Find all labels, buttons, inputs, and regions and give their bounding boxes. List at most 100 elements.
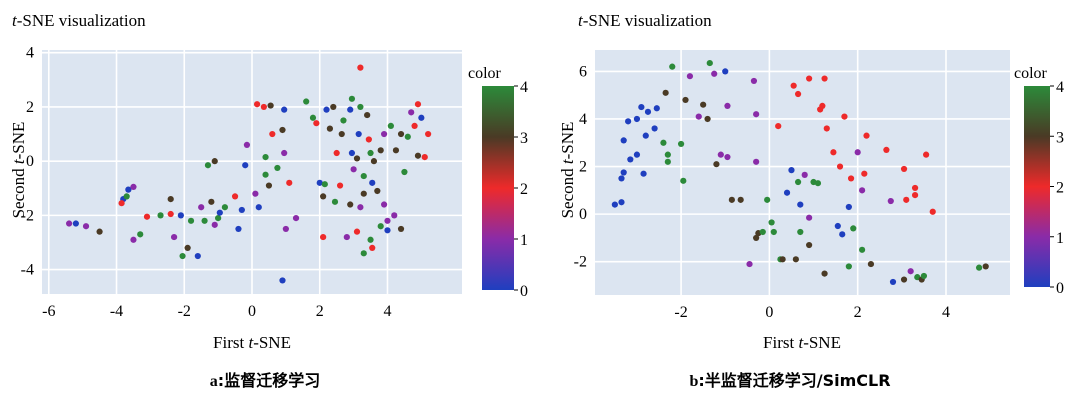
panel-a-scatter-point [243,141,251,148]
panel-a-scatter-point [367,236,374,243]
panel-b-scatter-point [620,169,627,176]
panel-a-title: t-SNE visualization [12,11,146,30]
panel-b-xlabel: First t-SNE [763,333,841,352]
panel-a-scatter-point [377,147,384,154]
panel-b-grid [595,50,1010,295]
panel-b-scatter-point [704,115,711,123]
panel-b-scatter-point [664,158,671,165]
panel-b-scatter-point [850,225,857,232]
panel-b-scatter-point [806,241,813,249]
panel-b-scatter-point [706,59,713,67]
panel-b-scatter-point [923,151,930,158]
panel-b-scatter-point [797,201,804,208]
panel-a-scatter-point [340,117,347,124]
panel-a-scatter-point [208,198,215,205]
panel-a-scatter-point [269,130,276,138]
panel-b-scatter-point [713,161,720,168]
panel-b-scatter-point [620,137,627,144]
panel-b-ticks: -2 0 2 4 -2 0 2 4 6 [574,63,950,321]
panel-b-scatter-point [664,151,671,158]
panel-a-scatter-point [123,193,130,200]
panel-a-scatter-point [391,212,398,219]
panel-b-scatter-point [801,171,808,178]
panel-b-scatter-point [737,196,744,203]
panel-b-scatter-point [783,189,791,196]
panel-a-ytick-label: -2 [21,207,34,224]
panel-a-scatter-point [364,111,371,119]
panel-b-scatter-point [814,180,822,187]
panel-b-colorbar-tick-label: 2 [1056,180,1064,197]
panel-b-scatter-point [662,89,669,96]
panel-b-scatter-point [911,191,919,199]
panel-b-scatter-point [711,70,718,77]
panel-b-scatter-point [975,264,983,271]
panel-b-ytick-label: 4 [579,111,587,128]
panel-a-caption-text: :监督迁移学习 [218,371,320,390]
panel-b-scatter-point [900,165,908,173]
panel-a-scatter-point [425,130,432,138]
panel-b-ytick-label: 0 [579,206,587,223]
panel-b-scatter-point [722,68,729,75]
panel-b-scatter-point [790,82,797,89]
panel-b-scatter-point [839,231,846,238]
panel-a-scatter-point [96,228,103,235]
panel-b-scatter-point [695,113,702,120]
panel-a-scatter-point [82,223,90,230]
panel-b-scatter-point [883,146,890,154]
panel-a-scatter-point [65,220,73,227]
panel-b-scatter-point [806,75,813,82]
panel-a-scatter-point [320,233,327,241]
panel-a-colorbar-tick-label: 3 [520,130,528,147]
panel-a-scatter-point [267,102,274,109]
panel-b-caption-letter: b [689,373,698,390]
panel-a-scatter-point [357,64,364,71]
panel-a-xtick-label: -6 [42,303,55,320]
panel-a-colorbar [482,86,514,290]
panel-a-scatter-point [231,193,239,200]
panel-a-scatter-point [281,106,288,113]
panel-b-scatter-point [724,153,731,161]
panel-a-xlabel-post: -SNE [253,333,291,352]
panel-a-scatter-point [184,244,191,252]
panel-b-colorbar-tick-label: 4 [1056,79,1064,96]
panel-a-scatter-point [286,179,293,186]
panel-b-xlabel-italic: t [798,333,804,352]
panel-a-ytick-label: 4 [26,45,34,62]
panel-a-xlabel: First t-SNE [213,333,291,352]
panel-a-xtick-label: 2 [316,303,324,320]
panel-a-ylabel-italic: t [9,158,28,164]
panel-a-scatter-point [279,126,286,134]
panel-a-ytick-label: -4 [21,262,34,279]
panel-b-scatter-point [920,272,928,280]
panel-a-scatter-point [323,106,330,113]
panel-a-xlabel-pre: First [213,333,248,352]
panel-b-scatter-point [830,149,837,156]
panel-b-scatter-point [660,139,667,146]
panel-a-scatter-point [303,98,310,105]
panel-a-scatter-point [252,190,259,197]
panel-b-scatter-point [625,118,632,125]
panel-b-scatter-point [907,268,914,275]
panel-a-scatter-point [397,130,405,138]
panel-b-caption: b:半监督迁移学习/SimCLR [689,371,890,390]
panel-b-scatter-point [700,101,707,108]
panel-b-scatter-point [836,163,844,170]
panel-a-xtick-label: 0 [248,303,256,320]
panel-b-scatter-point [764,196,771,203]
panel-a-colorbar-label: color [468,65,502,82]
panel-b-xtick-label: 4 [942,304,950,321]
panel-b-title-italic: t [578,11,584,30]
panel-a-scatter-point [215,214,222,222]
panel-a-scatter-point [281,149,288,157]
panel-a-scatter-point [125,186,132,193]
panel-b-colorbar-tick-label: 1 [1056,230,1064,247]
panel-b-scatter-point [794,178,802,186]
panel-b-scatter-point [845,203,852,211]
panel-a-scatter-point [292,214,300,222]
panel-a-ticks: -6 -4 -2 0 2 4 -4 -2 0 2 4 [21,45,392,320]
panel-a-scatter-point [331,198,339,205]
panel-a-scatter-point [235,225,242,233]
panel-b-xlabel-pre: First [763,333,798,352]
